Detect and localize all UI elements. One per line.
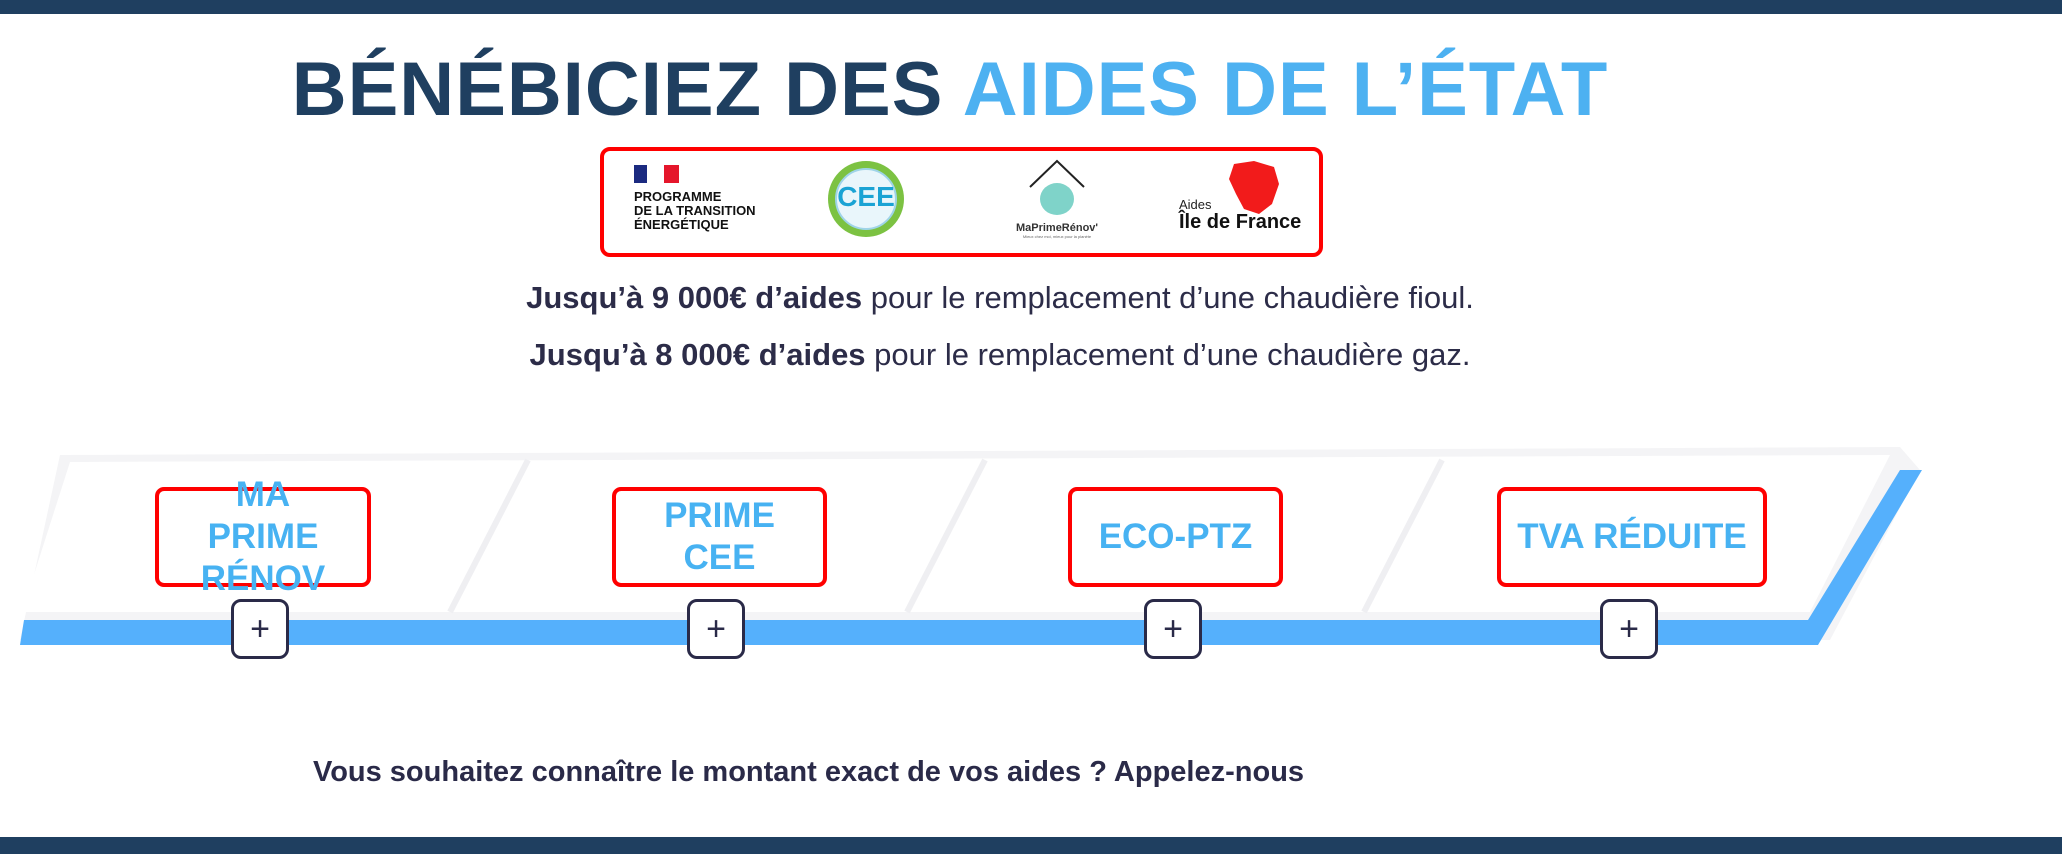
aides-idf-logo: Aides Île de France xyxy=(1169,159,1301,239)
house-icon xyxy=(1029,159,1085,215)
cee-logo: CEE xyxy=(826,159,906,244)
plus-icon: + xyxy=(250,609,270,648)
aid-card-prime-cee[interactable]: PRIME CEE xyxy=(612,487,827,587)
top-bar xyxy=(0,0,2062,14)
blue-accent-bar xyxy=(20,470,1922,645)
plus-icon: + xyxy=(706,609,726,648)
subtitle-gaz: Jusqu’à 8 000€ d’aides pour le remplacem… xyxy=(529,337,1471,372)
maprimerenov-logo: MaPrimeRénov' Mieux chez moi, mieux pour… xyxy=(1002,157,1112,239)
page-title: BÉNÉBICIEZ DES AIDES DE L’ÉTAT xyxy=(291,47,1609,132)
expand-ma-prime-renov-button[interactable]: + xyxy=(231,599,289,659)
aid-card-ma-prime-renov[interactable]: MA PRIME RÉNOV xyxy=(155,475,371,598)
cee-badge-icon xyxy=(828,161,904,237)
expand-prime-cee-button[interactable]: + xyxy=(687,599,745,659)
aid-card-eco-ptz[interactable]: ECO-PTZ xyxy=(1068,487,1283,587)
call-to-action: Vous souhaitez connaître le montant exac… xyxy=(313,756,1305,788)
partner-logos: PROGRAMME DE LA TRANSITION ÉNERGÉTIQUE C… xyxy=(600,147,1323,257)
idf-map-icon xyxy=(1229,161,1279,214)
expand-eco-ptz-button[interactable]: + xyxy=(1144,599,1202,659)
plus-icon: + xyxy=(1619,609,1639,648)
plus-icon: + xyxy=(1163,609,1183,648)
bottom-bar xyxy=(0,837,2062,854)
programme-transition-logo: PROGRAMME DE LA TRANSITION ÉNERGÉTIQUE xyxy=(634,165,756,232)
french-flag-icon xyxy=(634,165,679,183)
aid-card-tva-reduite[interactable]: TVA RÉDUITE xyxy=(1497,487,1767,587)
expand-tva-reduite-button[interactable]: + xyxy=(1600,599,1658,659)
aids-banner xyxy=(20,447,1922,645)
subtitle-fioul: Jusqu’à 9 000€ d’aides pour le remplacem… xyxy=(526,280,1474,315)
